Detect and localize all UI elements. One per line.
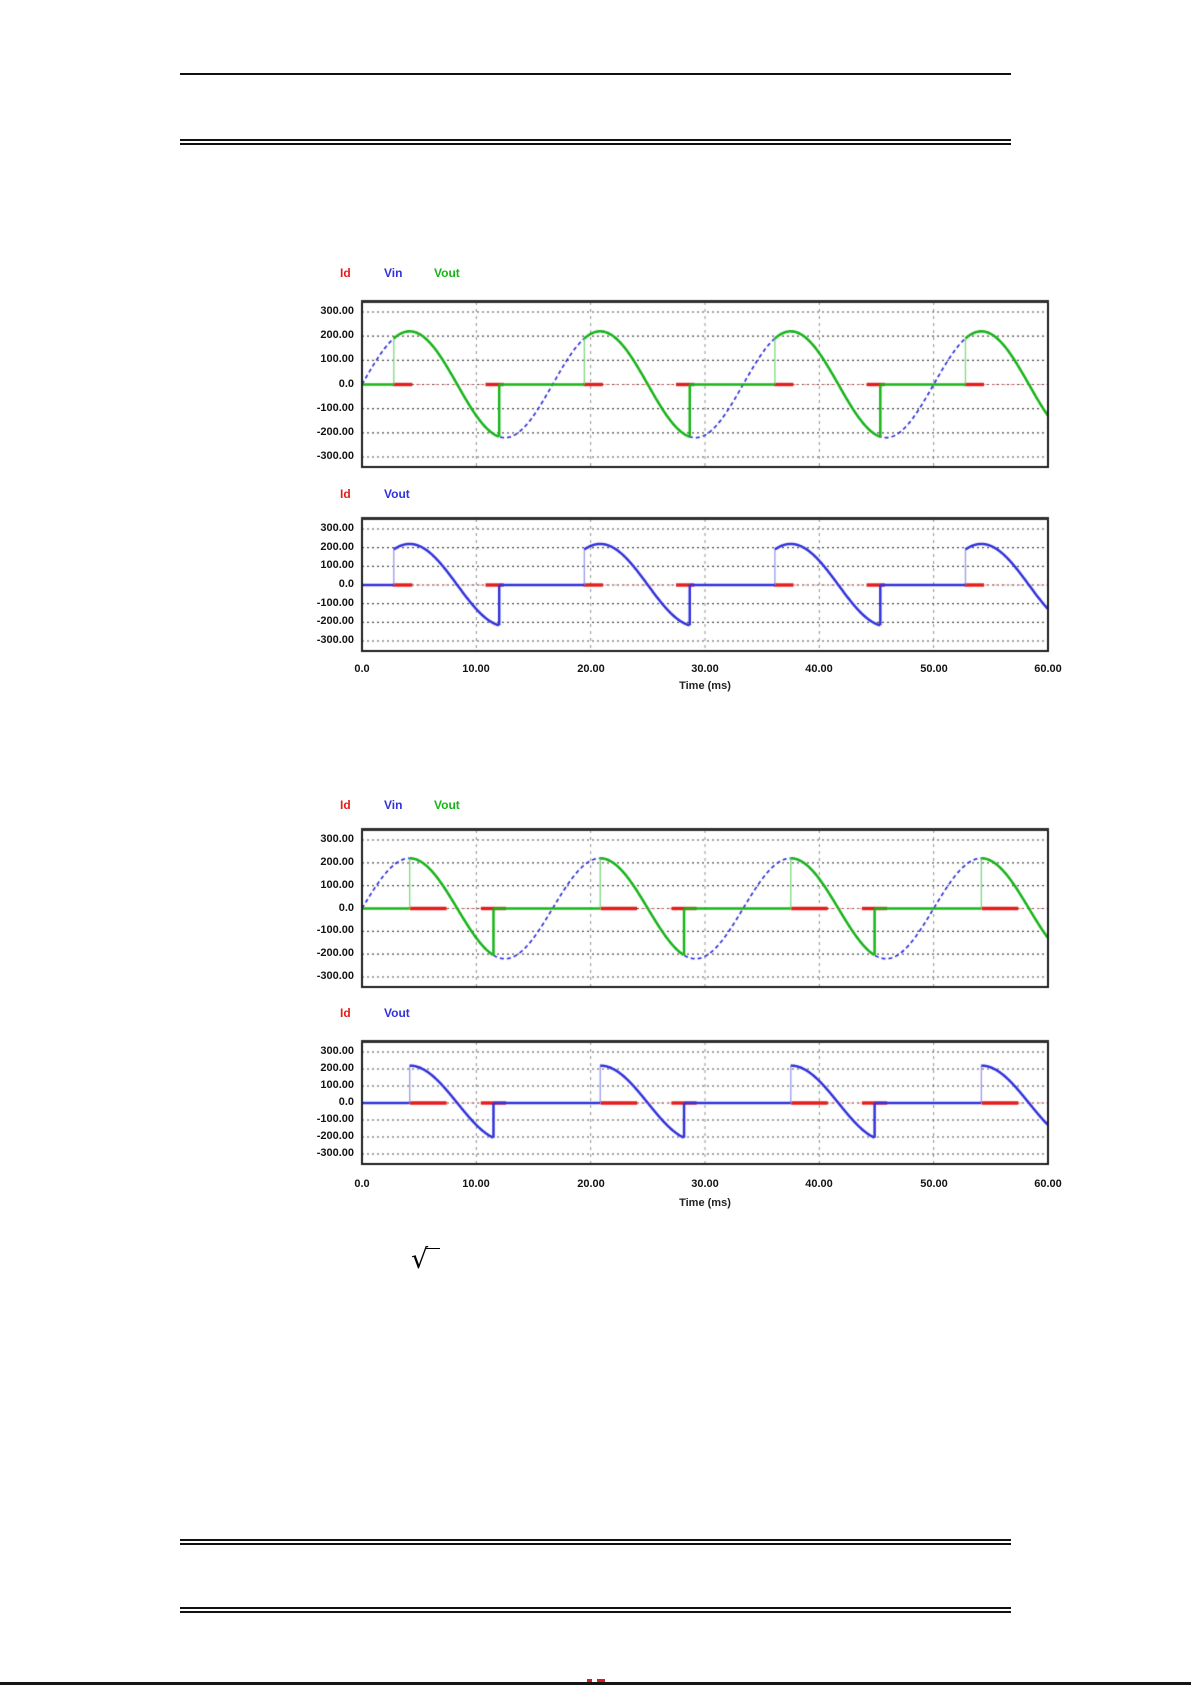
legend-item-id: Id — [340, 798, 351, 812]
y-tick-label: 0.0 — [338, 378, 354, 390]
y-tick-label: -100.00 — [316, 402, 354, 414]
x-tick-label: 60.00 — [1034, 1178, 1062, 1190]
legend-item-vout: Vout — [434, 266, 460, 280]
x-tick-label: 60.00 — [1034, 663, 1062, 675]
x-tick-label: 20.00 — [577, 1178, 605, 1190]
x-tick-label: 40.00 — [805, 663, 833, 675]
y-tick-label: 100.00 — [320, 559, 354, 571]
x-tick-label: 50.00 — [920, 663, 948, 675]
y-tick-label: -300.00 — [316, 970, 354, 982]
y-tick-label: 200.00 — [320, 1062, 354, 1074]
y-tick-label: -200.00 — [316, 1130, 354, 1142]
header-rule-double — [180, 139, 1011, 145]
y-tick-label: 100.00 — [320, 1079, 354, 1091]
y-tick-label: -300.00 — [316, 1147, 354, 1159]
y-tick-label: 300.00 — [320, 522, 354, 534]
y-tick-label: 0.0 — [338, 578, 354, 590]
legend-item-vout: Vout — [384, 1006, 410, 1020]
y-tick-label: 0.0 — [338, 902, 354, 914]
y-tick-label: 200.00 — [320, 329, 354, 341]
x-tick-label: 0.0 — [354, 663, 370, 675]
y-tick-label: 300.00 — [320, 833, 354, 845]
x-axis-title: Time (ms) — [679, 680, 731, 692]
page-bottom-edge — [0, 1682, 1191, 1685]
sqrt-glyph: √ — [411, 1244, 429, 1275]
sqrt-radical-symbol: √ — [411, 1244, 440, 1275]
x-tick-label: 30.00 — [691, 1178, 719, 1190]
legend-item-vout: Vout — [434, 798, 460, 812]
y-tick-label: 300.00 — [320, 1045, 354, 1057]
x-tick-label: 40.00 — [805, 1178, 833, 1190]
legend-item-id: Id — [340, 487, 351, 501]
y-tick-label: 200.00 — [320, 856, 354, 868]
x-tick-label: 0.0 — [354, 1178, 370, 1190]
y-tick-label: -100.00 — [316, 1113, 354, 1125]
y-tick-label: -300.00 — [316, 634, 354, 646]
footer-rule-double-upper — [180, 1539, 1011, 1545]
x-tick-label: 30.00 — [691, 663, 719, 675]
y-tick-label: -200.00 — [316, 615, 354, 627]
sqrt-vinculum — [426, 1248, 440, 1249]
y-tick-label: -300.00 — [316, 450, 354, 462]
header-rule-top — [180, 73, 1011, 75]
y-tick-label: -200.00 — [316, 426, 354, 438]
y-tick-label: -100.00 — [316, 597, 354, 609]
y-tick-label: 100.00 — [320, 353, 354, 365]
x-tick-label: 50.00 — [920, 1178, 948, 1190]
legend-item-vout: Vout — [384, 487, 410, 501]
x-axis-title: Time (ms) — [679, 1197, 731, 1209]
footer-red-mark — [587, 1679, 592, 1684]
legend-item-id: Id — [340, 266, 351, 280]
y-tick-label: -100.00 — [316, 924, 354, 936]
y-tick-label: 0.0 — [338, 1096, 354, 1108]
x-tick-label: 10.00 — [462, 1178, 490, 1190]
x-tick-label: 20.00 — [577, 663, 605, 675]
footer-rule-double-lower — [180, 1607, 1011, 1613]
y-tick-label: 300.00 — [320, 305, 354, 317]
legend-item-vin: Vin — [384, 266, 403, 280]
legend-item-vin: Vin — [384, 798, 403, 812]
footer-red-mark — [597, 1679, 605, 1684]
legend-item-id: Id — [340, 1006, 351, 1020]
y-tick-label: 100.00 — [320, 879, 354, 891]
y-tick-label: 200.00 — [320, 541, 354, 553]
x-tick-label: 10.00 — [462, 663, 490, 675]
y-tick-label: -200.00 — [316, 947, 354, 959]
